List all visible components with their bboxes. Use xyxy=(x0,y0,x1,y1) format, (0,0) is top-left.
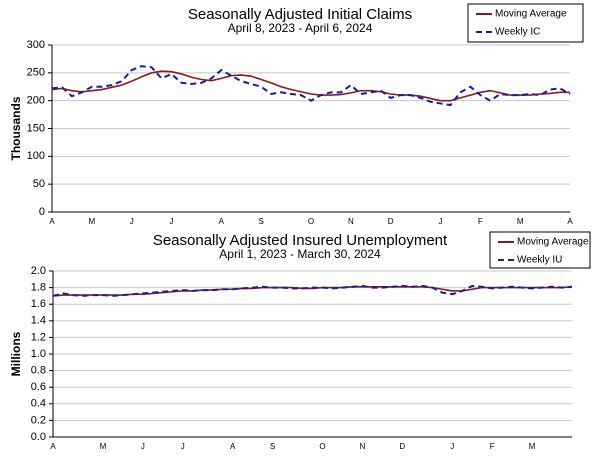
series-line xyxy=(51,70,570,102)
x-tick-label: A xyxy=(219,217,225,226)
x-tick-label: O xyxy=(319,442,325,451)
x-tick-label: A xyxy=(50,442,56,451)
series-line xyxy=(52,284,573,297)
x-tick-label: M xyxy=(529,442,536,451)
y-tick-label: 0.6 xyxy=(31,381,46,393)
y-tick-label: 1.6 xyxy=(31,298,46,310)
y-tick-label: 0.2 xyxy=(31,414,46,426)
y-tick-label: 0.4 xyxy=(31,398,46,410)
x-tick-label: J xyxy=(130,217,134,226)
x-tick-label: A xyxy=(567,217,573,226)
y-tick-label: 50 xyxy=(33,178,45,190)
legend-label: Moving Average xyxy=(517,237,589,248)
x-tick-label: J xyxy=(141,442,145,451)
x-tick-label: M xyxy=(89,217,96,226)
x-tick-label: D xyxy=(399,442,405,451)
legend-label: Weekly IU xyxy=(517,255,562,266)
y-tick-label: 0 xyxy=(39,206,45,218)
x-tick-label: O xyxy=(308,217,314,226)
y-tick-label: 300 xyxy=(27,39,45,51)
y-tick-label: 1.2 xyxy=(31,331,46,343)
y-tick-label: 1.0 xyxy=(31,348,46,360)
y-tick-label: 150 xyxy=(27,122,45,134)
x-tick-label: A xyxy=(49,217,55,226)
x-tick-label: N xyxy=(360,442,366,451)
x-tick-label: M xyxy=(100,442,107,451)
x-tick-label: A xyxy=(230,442,236,451)
x-tick-label: F xyxy=(478,217,483,226)
y-tick-label: 2.0 xyxy=(31,265,46,277)
x-tick-label: J xyxy=(181,442,185,451)
x-tick-label: J xyxy=(170,217,174,226)
x-tick-label: J xyxy=(450,442,454,451)
x-tick-label: N xyxy=(348,217,354,226)
y-axis-title: Thousands xyxy=(9,96,23,160)
y-tick-label: 0.0 xyxy=(31,431,46,443)
y-tick-label: 100 xyxy=(27,150,45,162)
y-tick-label: 0.8 xyxy=(31,365,46,377)
y-tick-label: 200 xyxy=(27,95,45,107)
y-tick-label: 250 xyxy=(27,67,45,79)
chart-title: Seasonally Adjusted Insured Unemployment xyxy=(153,232,448,249)
x-tick-label: F xyxy=(490,442,495,451)
legend-box xyxy=(489,231,591,269)
legend-label: Weekly IC xyxy=(495,27,540,38)
legend-box xyxy=(467,3,584,43)
y-tick-label: 1.4 xyxy=(31,315,46,327)
chart-subtitle: April 8, 2023 - April 6, 2024 xyxy=(228,21,373,35)
x-tick-label: D xyxy=(388,217,394,226)
x-tick-label: S xyxy=(270,442,275,451)
y-tick-label: 1.8 xyxy=(31,282,46,294)
chart-title: Seasonally Adjusted Initial Claims xyxy=(188,6,412,23)
x-tick-label: M xyxy=(517,217,524,226)
series-line xyxy=(51,65,571,107)
x-tick-label: J xyxy=(439,217,443,226)
x-tick-label: S xyxy=(259,217,264,226)
chart-subtitle: April 1, 2023 - March 30, 2024 xyxy=(219,247,381,261)
legend-label: Moving Average xyxy=(495,9,567,20)
y-axis-title: Millions xyxy=(9,331,23,376)
